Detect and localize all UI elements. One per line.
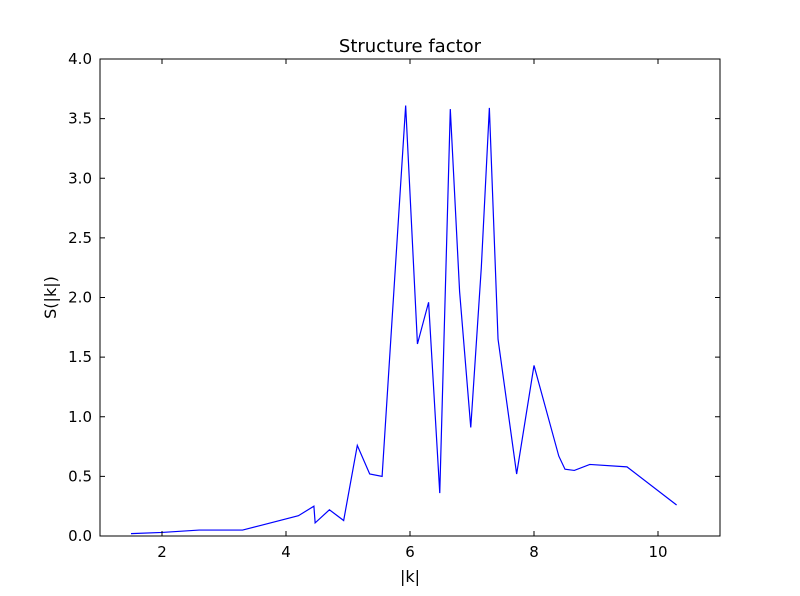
x-tick-label: 4 xyxy=(281,543,291,561)
series-line xyxy=(130,105,677,535)
x-tick-label: 8 xyxy=(529,543,539,561)
y-tick-label: 1.5 xyxy=(68,348,92,366)
y-tick-label: 4.0 xyxy=(68,50,92,68)
y-tick-label: 3.0 xyxy=(68,169,92,187)
series-layer xyxy=(130,105,677,535)
x-axis-label: |k| xyxy=(400,567,420,586)
y-tick-label: 2.0 xyxy=(68,289,92,307)
x-tick-label: 10 xyxy=(648,543,667,561)
x-tick-label: 2 xyxy=(157,543,167,561)
y-tick-label: 0.0 xyxy=(68,527,92,545)
ticks-layer: 2 4 6 8 10 0.0 0.5 1.0 1.5 2.0 2.5 3.0 3.5 4.0 xyxy=(68,50,720,561)
x-tick-label: 6 xyxy=(405,543,415,561)
y-tick-label: 1.0 xyxy=(68,408,92,426)
plot-background xyxy=(100,59,720,536)
chart-title: Structure factor xyxy=(339,36,482,57)
y-axis-label: S(|k|) xyxy=(41,276,60,319)
y-tick-label: 3.5 xyxy=(68,110,92,128)
y-tick-label: 2.5 xyxy=(68,229,92,247)
y-tick-label: 0.5 xyxy=(68,467,92,485)
